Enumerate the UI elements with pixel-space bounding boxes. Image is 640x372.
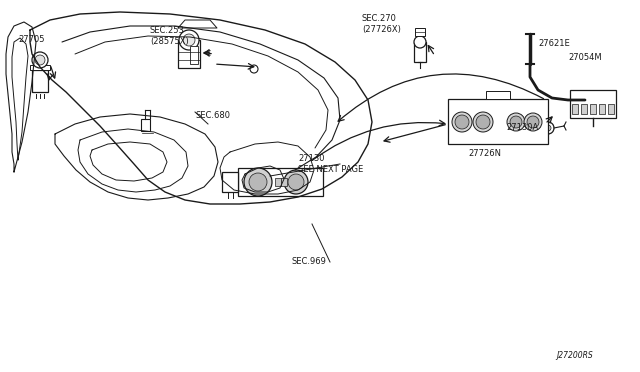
Circle shape	[414, 36, 426, 48]
Text: SEC.680: SEC.680	[196, 112, 231, 121]
Circle shape	[32, 52, 48, 68]
Bar	[141, 119, 150, 131]
Circle shape	[542, 122, 554, 134]
Text: 27054M: 27054M	[568, 54, 602, 62]
Bar	[599, 104, 605, 114]
Bar	[590, 104, 596, 114]
Circle shape	[545, 125, 551, 131]
Circle shape	[183, 34, 195, 46]
Text: J27200RS: J27200RS	[556, 352, 593, 360]
Text: SEC.969: SEC.969	[292, 257, 327, 266]
Circle shape	[179, 30, 199, 50]
Text: SEC.270
(27726X): SEC.270 (27726X)	[362, 14, 401, 34]
Bar	[281, 178, 287, 186]
Bar	[608, 104, 614, 114]
Text: 27621E: 27621E	[538, 39, 570, 48]
Circle shape	[250, 65, 258, 73]
Bar	[30, 65, 50, 70]
Circle shape	[476, 115, 490, 129]
Circle shape	[510, 116, 522, 128]
Circle shape	[473, 112, 493, 132]
Circle shape	[455, 115, 469, 129]
Bar	[32, 70, 48, 92]
Circle shape	[249, 173, 267, 191]
Bar	[572, 104, 578, 114]
Text: 27130A: 27130A	[506, 124, 538, 132]
Circle shape	[284, 170, 308, 194]
Bar	[178, 40, 200, 68]
Bar	[448, 99, 548, 144]
Bar	[570, 90, 616, 118]
Circle shape	[288, 174, 304, 190]
Text: 27130
SEE NEXT PAGE: 27130 SEE NEXT PAGE	[298, 154, 364, 174]
Circle shape	[507, 113, 525, 131]
Bar	[34, 62, 46, 65]
Text: SEC.253
(28575X): SEC.253 (28575X)	[150, 26, 189, 46]
Circle shape	[524, 113, 542, 131]
Text: 27726N: 27726N	[468, 150, 501, 158]
Bar	[486, 91, 510, 99]
Circle shape	[244, 168, 272, 196]
Bar	[222, 172, 238, 192]
Bar	[275, 178, 281, 186]
Text: 27705: 27705	[18, 35, 45, 45]
Circle shape	[452, 112, 472, 132]
Circle shape	[527, 116, 539, 128]
Bar	[414, 42, 426, 62]
Bar	[581, 104, 587, 114]
Bar	[415, 28, 425, 36]
Bar	[190, 46, 198, 64]
Bar	[238, 168, 323, 196]
Circle shape	[35, 55, 45, 65]
